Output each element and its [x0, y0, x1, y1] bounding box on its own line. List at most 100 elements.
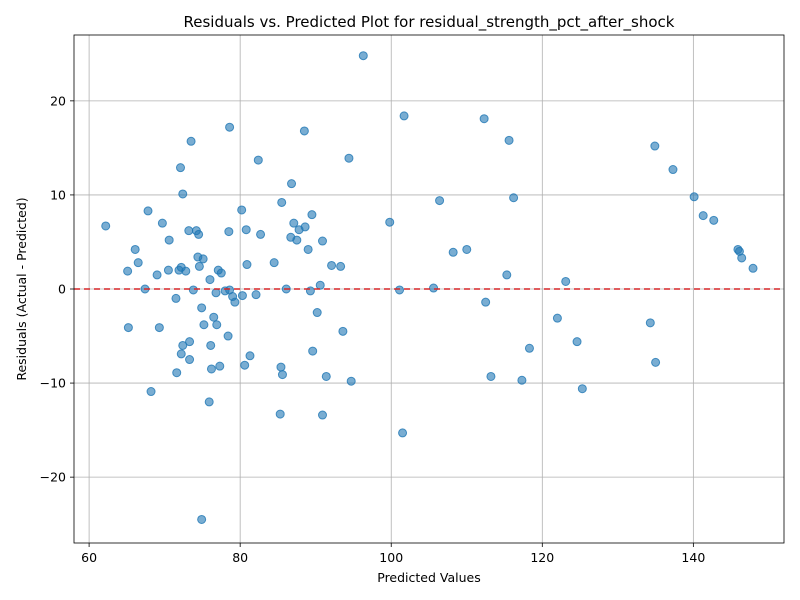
- data-point: [650, 141, 660, 151]
- data-point: [312, 308, 322, 318]
- data-point: [308, 346, 318, 356]
- data-point: [504, 135, 514, 145]
- data-point: [205, 275, 215, 285]
- data-point: [651, 357, 661, 367]
- data-point: [277, 370, 287, 380]
- data-point: [315, 280, 325, 290]
- data-point: [287, 179, 297, 189]
- y-axis-label: Residuals (Actual - Predicted): [14, 197, 29, 380]
- data-point: [178, 340, 188, 350]
- data-point: [435, 196, 445, 206]
- data-point: [197, 303, 207, 313]
- data-point: [184, 226, 194, 236]
- data-point: [123, 266, 133, 276]
- data-point: [245, 351, 255, 361]
- data-point: [689, 192, 699, 202]
- data-point: [186, 136, 196, 146]
- data-point: [307, 210, 317, 220]
- data-point: [237, 291, 247, 301]
- y-tick-label: −20: [40, 470, 66, 485]
- data-point: [172, 368, 182, 378]
- data-point: [157, 218, 167, 228]
- data-point: [171, 293, 181, 303]
- data-point: [429, 283, 439, 293]
- data-point: [101, 221, 111, 231]
- data-point: [336, 261, 346, 271]
- data-point: [344, 153, 354, 163]
- y-tick-label: 0: [58, 282, 66, 297]
- x-axis-label: Predicted Values: [377, 570, 481, 585]
- data-point: [277, 197, 287, 207]
- data-point: [338, 326, 348, 336]
- data-point: [204, 397, 214, 407]
- data-point: [194, 261, 204, 271]
- y-tick-label: −10: [40, 376, 66, 391]
- data-point: [206, 364, 216, 374]
- data-point: [395, 285, 405, 295]
- y-tick-label: 20: [50, 93, 66, 108]
- data-point: [194, 229, 204, 239]
- data-point: [209, 312, 219, 322]
- data-point: [398, 428, 408, 438]
- data-point: [237, 205, 247, 215]
- data-point: [181, 266, 191, 276]
- x-tick-label: 80: [232, 550, 248, 565]
- axis-ticks: 60 80 100 120 140 −20 −10 0 10 20: [40, 93, 706, 565]
- data-point: [188, 285, 198, 295]
- data-point: [216, 268, 226, 278]
- data-point: [211, 288, 221, 298]
- data-point: [251, 290, 261, 300]
- data-point: [486, 371, 496, 381]
- data-point: [572, 337, 582, 347]
- data-point: [577, 384, 587, 394]
- data-point: [645, 318, 655, 328]
- x-tick-label: 120: [530, 550, 554, 565]
- data-point: [176, 349, 186, 359]
- data-point: [223, 331, 233, 341]
- data-point: [240, 360, 250, 370]
- data-point: [517, 375, 527, 385]
- data-point: [215, 361, 225, 371]
- data-point: [275, 409, 285, 419]
- data-point: [318, 410, 327, 420]
- data-point: [289, 218, 299, 228]
- data-point: [176, 163, 185, 173]
- data-point: [318, 236, 327, 246]
- x-tick-label: 140: [681, 550, 705, 565]
- data-point: [385, 217, 395, 227]
- data-point: [346, 376, 356, 386]
- data-point: [133, 258, 143, 268]
- data-point: [300, 222, 310, 232]
- data-point: [253, 155, 263, 165]
- data-point: [448, 247, 458, 257]
- data-point: [178, 189, 188, 199]
- data-point: [737, 253, 747, 263]
- data-point: [327, 260, 337, 270]
- data-point: [481, 297, 491, 307]
- data-point: [154, 323, 164, 333]
- data-point: [256, 229, 266, 239]
- data-point: [242, 260, 252, 270]
- data-point: [524, 343, 534, 353]
- data-point: [748, 263, 758, 273]
- data-point: [358, 51, 368, 61]
- data-point: [303, 244, 313, 254]
- chart-title: Residuals vs. Predicted Plot for residua…: [184, 13, 675, 32]
- data-point: [292, 235, 302, 245]
- data-point: [123, 323, 133, 333]
- data-point: [198, 254, 208, 264]
- data-point: [130, 244, 140, 254]
- grid-lines: [74, 35, 784, 543]
- data-point: [502, 270, 512, 280]
- data-point: [185, 355, 195, 365]
- data-point: [552, 313, 562, 323]
- data-point: [185, 337, 195, 347]
- data-point: [305, 286, 315, 296]
- data-point: [479, 114, 489, 124]
- x-tick-label: 60: [81, 550, 97, 565]
- data-point: [199, 320, 209, 330]
- data-point: [143, 206, 153, 216]
- x-tick-label: 100: [379, 550, 403, 565]
- data-point: [224, 227, 234, 237]
